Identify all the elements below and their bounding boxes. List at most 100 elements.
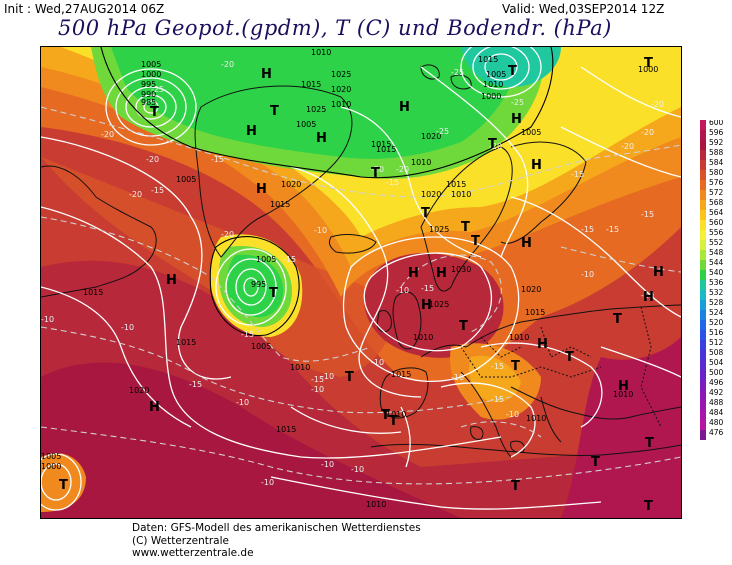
low-pressure-symbol: T bbox=[381, 408, 390, 423]
pressure-label: 995 bbox=[141, 80, 156, 89]
colorbar-tick-label: 576 bbox=[709, 178, 724, 187]
low-pressure-symbol: T bbox=[421, 206, 430, 221]
colorbar-swatch bbox=[700, 340, 706, 350]
temp-label: -15 bbox=[189, 380, 202, 389]
pressure-label: 1015 bbox=[270, 200, 290, 209]
colorbar-tick-label: 520 bbox=[709, 318, 724, 327]
temp-label: -10 bbox=[121, 323, 134, 332]
credits-data-source: Daten: GFS-Modell des amerikanischen Wet… bbox=[132, 522, 421, 534]
colorbar-swatch bbox=[700, 120, 706, 130]
temp-label: -25 bbox=[151, 85, 164, 94]
credits-url[interactable]: www.wetterzentrale.de bbox=[132, 547, 254, 559]
temp-label: -10 bbox=[236, 398, 249, 407]
colorbar-swatch bbox=[700, 400, 706, 410]
temp-label: -25 bbox=[436, 127, 449, 136]
pressure-label: 1015 bbox=[83, 288, 103, 297]
colorbar-tick-label: 492 bbox=[709, 388, 724, 397]
pressure-label: 1020 bbox=[521, 285, 541, 294]
colorbar-tick-label: 532 bbox=[709, 288, 724, 297]
low-pressure-symbol: T bbox=[269, 286, 278, 301]
pressure-label: 1015 bbox=[301, 80, 321, 89]
high-pressure-symbol: H bbox=[521, 236, 532, 251]
low-pressure-symbol: T bbox=[644, 499, 653, 514]
high-pressure-symbol: H bbox=[537, 337, 548, 352]
pressure-label: 1025 bbox=[306, 105, 326, 114]
pressure-label: 1005 bbox=[296, 120, 316, 129]
temp-label: -10 bbox=[314, 226, 327, 235]
colorbar-swatch bbox=[700, 290, 706, 300]
low-pressure-symbol: T bbox=[59, 478, 68, 493]
pressure-label: 1000 bbox=[638, 65, 658, 74]
colorbar-swatch bbox=[700, 260, 706, 270]
temp-label: -15 bbox=[581, 225, 594, 234]
pressure-label: 1010 bbox=[526, 414, 546, 423]
temp-label: -10 bbox=[396, 286, 409, 295]
temp-label: -20 bbox=[371, 165, 384, 174]
low-pressure-symbol: T bbox=[613, 312, 622, 327]
colorbar-tick-label: 560 bbox=[709, 218, 724, 227]
colorbar-swatch bbox=[700, 360, 706, 370]
colorbar-swatch bbox=[700, 230, 706, 240]
temp-label: -25 bbox=[451, 68, 464, 77]
colorbar-tick-label: 548 bbox=[709, 248, 724, 257]
credits-copyright: (C) Wetterzentrale bbox=[132, 534, 229, 547]
colorbar-swatch bbox=[700, 280, 706, 290]
high-pressure-symbol: H bbox=[531, 158, 542, 173]
colorbar-swatch bbox=[700, 210, 706, 220]
low-pressure-symbol: T bbox=[459, 319, 468, 334]
temp-label: -15 bbox=[311, 375, 324, 384]
colorbar-swatch bbox=[700, 140, 706, 150]
temp-label: -10 bbox=[41, 315, 54, 324]
low-pressure-symbol: T bbox=[389, 414, 398, 429]
temp-label: -10 bbox=[321, 372, 334, 381]
temp-label: -15 bbox=[421, 284, 434, 293]
colorbar-swatch bbox=[700, 320, 706, 330]
colorbar-swatch bbox=[700, 170, 706, 180]
pressure-label: 1015 bbox=[371, 140, 391, 149]
high-pressure-symbol: H bbox=[316, 131, 327, 146]
colorbar-tick-label: 528 bbox=[709, 298, 724, 307]
valid-label: Valid: Wed,03SEP2014 12Z bbox=[502, 2, 665, 16]
high-pressure-symbol: H bbox=[653, 265, 664, 280]
pressure-label: 1010 bbox=[451, 190, 471, 199]
colorbar-tick-label: 504 bbox=[709, 358, 724, 367]
pressure-label: 1000 bbox=[141, 70, 161, 79]
low-pressure-symbol: T bbox=[508, 64, 517, 79]
pressure-label: 1020 bbox=[331, 85, 351, 94]
high-pressure-symbol: H bbox=[166, 273, 177, 288]
colorbar-tick-label: 488 bbox=[709, 398, 724, 407]
colorbar-tick-label: 500 bbox=[709, 368, 724, 377]
temp-label: -20 bbox=[129, 190, 142, 199]
colorbar-tick-label: 580 bbox=[709, 168, 724, 177]
pressure-label: 1010 bbox=[290, 363, 310, 372]
pressure-label: 1005 bbox=[41, 452, 61, 461]
colorbar-swatch bbox=[700, 310, 706, 320]
pressure-label: 1015 bbox=[391, 370, 411, 379]
pressure-labels: 1010 1005 1000 995 990 985 1015 1025 102… bbox=[41, 48, 658, 509]
temp-label: -10 bbox=[451, 373, 464, 382]
pressure-label: 1010 bbox=[331, 100, 351, 109]
low-pressure-symbol: T bbox=[461, 220, 470, 235]
temp-label: -15 bbox=[386, 178, 399, 187]
low-pressure-symbol: T bbox=[511, 359, 520, 374]
high-pressure-symbol: H bbox=[149, 400, 160, 415]
colorbar-swatch bbox=[700, 200, 706, 210]
temp-label: -10 bbox=[581, 270, 594, 279]
pressure-label: 985 bbox=[141, 98, 156, 107]
colorbar-swatch bbox=[700, 220, 706, 230]
pressure-label: 1010 bbox=[311, 48, 331, 57]
colorbar-tick-label: 564 bbox=[709, 208, 724, 217]
temp-label: -10 bbox=[641, 291, 654, 300]
high-pressure-symbol: H bbox=[399, 100, 410, 115]
pressure-label: 995 bbox=[251, 280, 266, 289]
temp-label: -15 bbox=[641, 210, 654, 219]
high-pressure-symbol: H bbox=[436, 266, 447, 281]
pressure-label: 1005 bbox=[521, 128, 541, 137]
weather-map: 1010 1005 1000 995 990 985 1015 1025 102… bbox=[40, 46, 682, 519]
colorbar-swatch bbox=[700, 250, 706, 260]
isotherm-layer bbox=[41, 106, 681, 485]
low-pressure-symbol: T bbox=[345, 370, 354, 385]
pressure-label: 1000 bbox=[41, 462, 61, 471]
colorbar-tick-label: 480 bbox=[709, 418, 724, 427]
pressure-label: 1010 bbox=[613, 390, 633, 399]
